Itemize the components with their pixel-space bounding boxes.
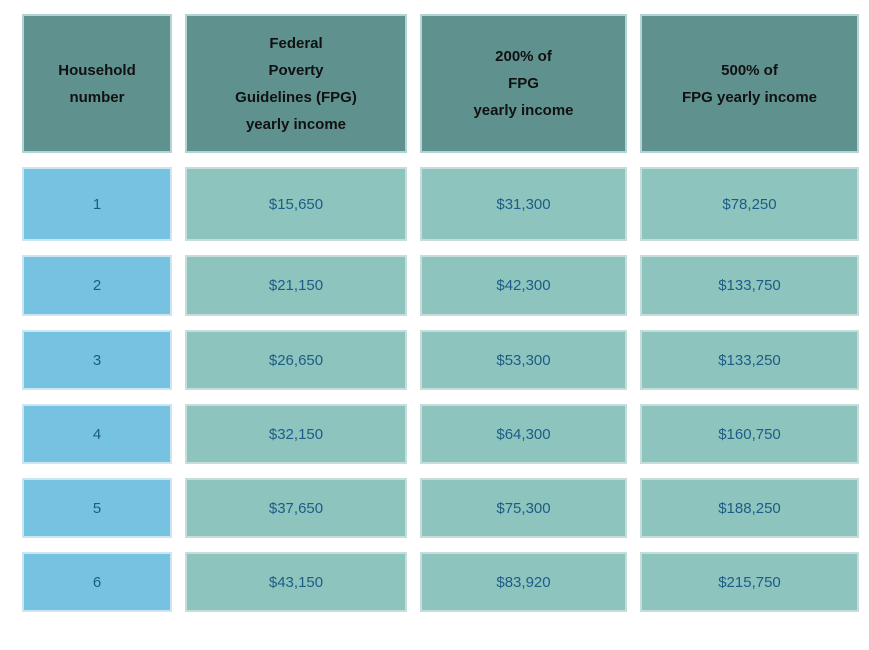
fpg-200pct-cell: $75,300 bbox=[420, 478, 627, 538]
fpg-500pct-cell: $215,750 bbox=[640, 552, 859, 612]
fpg-500pct-cell: $188,250 bbox=[640, 478, 859, 538]
header-cell-household-number: Household number bbox=[22, 14, 172, 153]
fpg-500pct-cell: $133,250 bbox=[640, 330, 859, 390]
fpg-200pct-cell: $31,300 bbox=[420, 167, 627, 241]
fpg-200pct-cell: $83,920 bbox=[420, 552, 627, 612]
fpg-income-cell: $37,650 bbox=[185, 478, 407, 538]
fpg-income-table: Household number Federal Poverty Guideli… bbox=[22, 14, 869, 612]
household-number-cell: 6 bbox=[22, 552, 172, 612]
household-number-cell: 4 bbox=[22, 404, 172, 464]
fpg-income-cell: $43,150 bbox=[185, 552, 407, 612]
fpg-income-cell: $15,650 bbox=[185, 167, 407, 241]
fpg-200pct-cell: $42,300 bbox=[420, 255, 627, 316]
header-cell-500pct-fpg: 500% of FPG yearly income bbox=[640, 14, 859, 153]
fpg-200pct-cell: $53,300 bbox=[420, 330, 627, 390]
fpg-500pct-cell: $133,750 bbox=[640, 255, 859, 316]
fpg-200pct-cell: $64,300 bbox=[420, 404, 627, 464]
fpg-income-cell: $32,150 bbox=[185, 404, 407, 464]
household-number-cell: 1 bbox=[22, 167, 172, 241]
fpg-500pct-cell: $160,750 bbox=[640, 404, 859, 464]
fpg-income-cell: $26,650 bbox=[185, 330, 407, 390]
fpg-income-cell: $21,150 bbox=[185, 255, 407, 316]
household-number-cell: 5 bbox=[22, 478, 172, 538]
header-cell-fpg-yearly-income: Federal Poverty Guidelines (FPG) yearly … bbox=[185, 14, 407, 153]
header-cell-200pct-fpg: 200% of FPG yearly income bbox=[420, 14, 627, 153]
fpg-500pct-cell: $78,250 bbox=[640, 167, 859, 241]
household-number-cell: 3 bbox=[22, 330, 172, 390]
household-number-cell: 2 bbox=[22, 255, 172, 316]
